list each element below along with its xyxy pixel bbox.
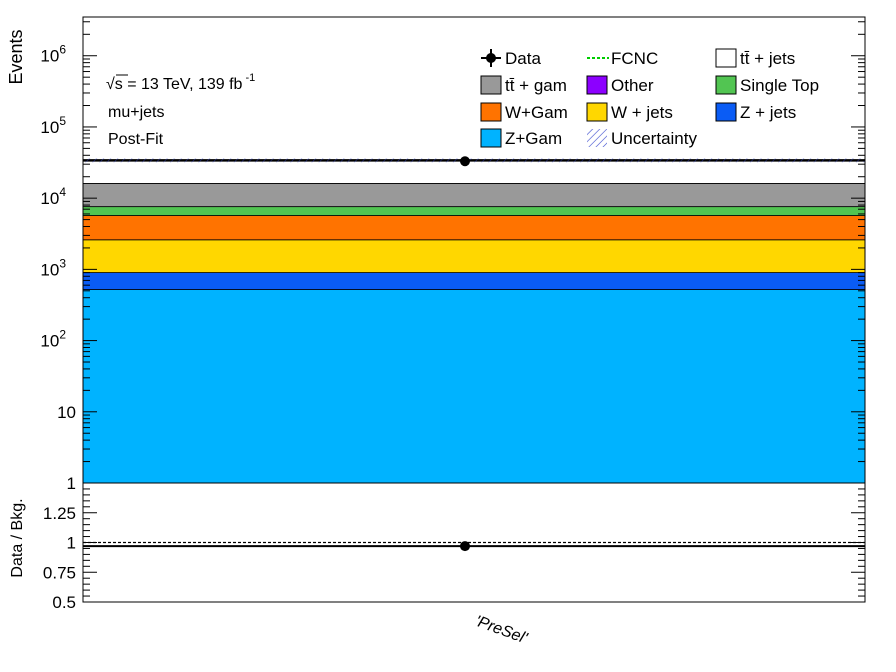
legend-w-jets-marker — [586, 102, 608, 122]
stack-bar-1 — [82, 272, 866, 290]
upper-tick-base-4: 10 — [40, 189, 59, 208]
upper-data-layer — [83, 156, 865, 167]
legend-w-gam-marker — [480, 102, 502, 122]
upper-tick-label-2: 102 — [40, 328, 66, 351]
upper-tick-exp-6: 6 — [59, 43, 66, 57]
legend-w-jets-label: W + jets — [611, 103, 673, 122]
upper-y-axis-title: Events — [6, 29, 26, 84]
energy-lumi-exponent: -1 — [245, 72, 255, 84]
legend-data-marker-dot — [486, 53, 496, 63]
stack-bar-7 — [82, 159, 866, 184]
upper-tick-label-3: 103 — [40, 256, 66, 279]
upper-tick-label-6: 106 — [40, 43, 66, 66]
legend-tt-jets-marker — [715, 48, 737, 68]
upper-tick-label-4: 104 — [40, 185, 66, 208]
upper-tick-base-5: 10 — [40, 118, 59, 137]
ratio-tick-label-3: 1.25 — [43, 504, 76, 523]
legend-tt-gam-label: tt̄ + gam — [505, 76, 567, 95]
upper-tick-label-1: 10 — [57, 403, 76, 422]
upper-tick-exp-3: 3 — [59, 256, 66, 270]
legend-z-gam-marker — [480, 128, 502, 148]
upper-tick-base-3: 10 — [40, 260, 59, 279]
legend-z-gam-label: Z+Gam — [505, 129, 562, 148]
legend-tt-jets-label: tt̄ + jets — [740, 49, 795, 68]
upper-tick-exp-2: 2 — [59, 328, 66, 342]
stack-bar-0 — [82, 289, 866, 484]
plot-annotations: √s = 13 TeV, 139 fb -1 mu+jets Post-Fit — [106, 72, 255, 148]
upper-tick-label-0: 1 — [67, 474, 76, 493]
legend-fcnc-label: FCNC — [611, 49, 658, 68]
energy-lumi-text: √s = 13 TeV, 139 fb — [106, 76, 243, 93]
upper-tick-exp-4: 4 — [59, 185, 66, 199]
ratio-point — [460, 541, 470, 552]
upper-tick-exp-5: 5 — [59, 114, 66, 128]
ratio-tick-label-2: 1 — [67, 534, 76, 553]
channel-label: mu+jets — [108, 104, 164, 121]
legend-tt-gam-marker — [480, 75, 502, 95]
ratio-y-axis-title: Data / Bkg. — [9, 498, 26, 577]
upper-tick-base-6: 10 — [40, 47, 59, 66]
stack-bar-3 — [82, 215, 866, 241]
legend-uncertainty-label: Uncertainty — [611, 129, 697, 148]
upper-tick-label-5: 105 — [40, 114, 66, 137]
uncertainty-band — [83, 158, 865, 163]
x-category-label: 'PreSel' — [473, 613, 531, 648]
energy-lumi-label: √s = 13 TeV, 139 fb -1 — [106, 72, 255, 93]
legend: Data tt̄ + gam W+Gam Z+Gam FCNC Other W + jets… — [480, 48, 819, 148]
legend-w-gam-label: W+Gam — [505, 103, 568, 122]
stack-bar-6 — [82, 183, 866, 208]
stack-bar-2 — [82, 239, 866, 273]
ratio-tick-label-0: 0.5 — [52, 593, 76, 612]
stacked-bars — [82, 159, 866, 484]
upper-tick-base-2: 10 — [40, 332, 59, 351]
ratio-data-layer — [83, 541, 865, 552]
ratio-y-axis: 0.5 0.75 1 1.25 — [43, 488, 865, 612]
legend-uncertainty-marker — [587, 129, 607, 147]
fit-status-label: Post-Fit — [108, 131, 164, 148]
legend-other-label: Other — [611, 76, 654, 95]
legend-other-marker — [586, 75, 608, 95]
legend-single-top-label: Single Top — [740, 76, 819, 95]
ratio-tick-label-1: 0.75 — [43, 563, 76, 582]
stack-bar-4 — [82, 206, 866, 216]
data-point — [460, 156, 470, 167]
legend-single-top-marker — [715, 75, 737, 95]
legend-data-label: Data — [505, 49, 541, 68]
legend-z-jets-marker — [715, 102, 737, 122]
legend-z-jets-label: Z + jets — [740, 103, 796, 122]
